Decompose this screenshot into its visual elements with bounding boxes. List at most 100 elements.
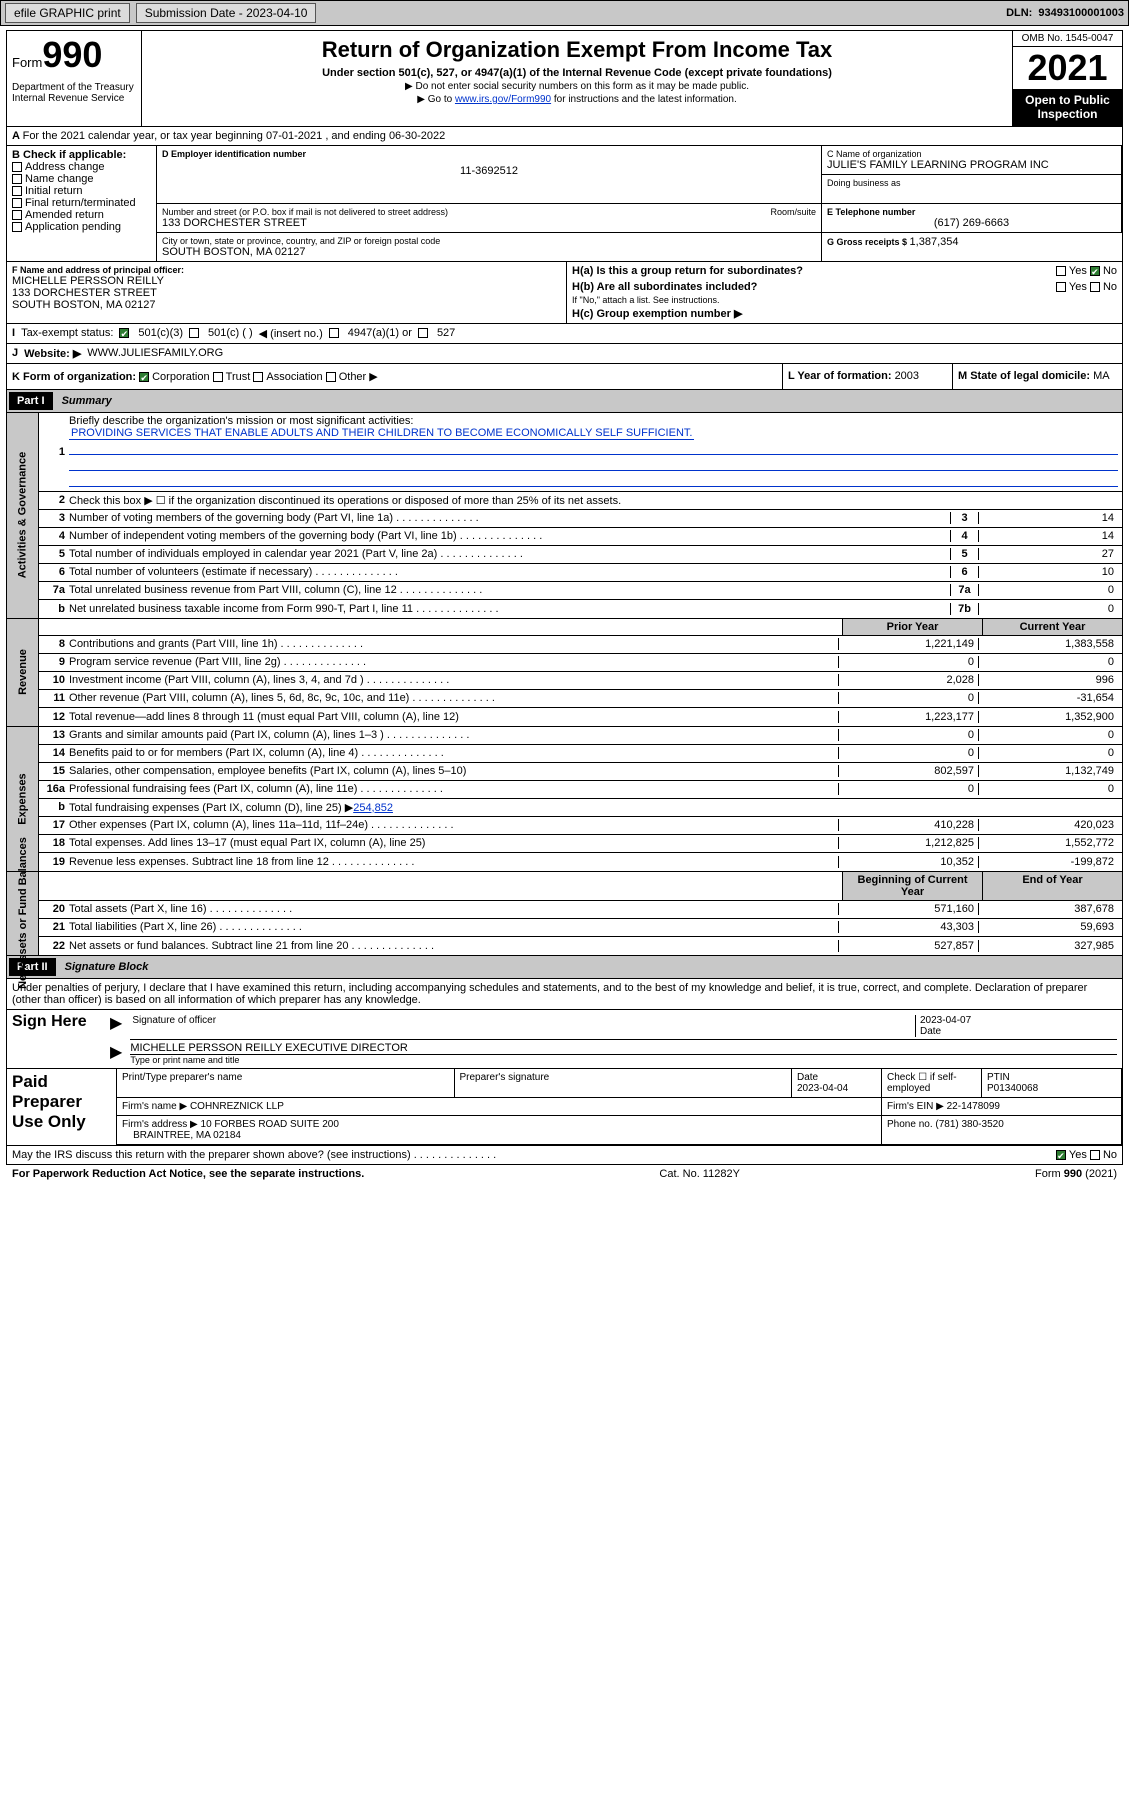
expenses-side-label: Expenses xyxy=(17,773,29,824)
end-year-header: End of Year xyxy=(982,872,1122,900)
paid-preparer-grid: Paid Preparer Use Only Print/Type prepar… xyxy=(6,1069,1123,1146)
firm-addr-1: 10 FORBES ROAD SUITE 200 xyxy=(201,1119,339,1130)
check-initial-return[interactable]: Initial return xyxy=(12,185,151,197)
footer-mid: Cat. No. 11282Y xyxy=(659,1168,740,1180)
revenue-side-label: Revenue xyxy=(17,649,29,695)
group-return-row: H(a) Is this a group return for subordin… xyxy=(572,265,1117,277)
irs-link[interactable]: www.irs.gov/Form990 xyxy=(455,94,551,105)
line-5-label: Total number of individuals employed in … xyxy=(69,548,950,560)
line-11-label: Other revenue (Part VIII, column (A), li… xyxy=(69,692,838,704)
street-address: 133 DORCHESTER STREET xyxy=(162,217,816,229)
group-exemption-row: H(c) Group exemption number ▶ xyxy=(572,307,1117,320)
check-other[interactable] xyxy=(326,372,336,382)
phone-value: (617) 269-6663 xyxy=(827,217,1116,229)
section-b-label: B Check if applicable: xyxy=(12,149,151,161)
org-name-label: C Name of organization xyxy=(827,149,1116,159)
check-4947[interactable] xyxy=(329,328,339,338)
line-22-label: Net assets or fund balances. Subtract li… xyxy=(69,940,838,952)
check-amended[interactable]: Amended return xyxy=(12,209,151,221)
netassets-side-label: Net Assets or Fund Balances xyxy=(17,837,29,989)
footer-right: Form 990 (2021) xyxy=(1035,1168,1117,1180)
check-527[interactable] xyxy=(418,328,428,338)
form-header: Form990 Department of the Treasury Inter… xyxy=(6,30,1123,127)
topbar: efile GRAPHIC print Submission Date - 20… xyxy=(0,0,1129,26)
firm-ein-label: Firm's EIN ▶ xyxy=(887,1101,947,1112)
line-21-beg: 43,303 xyxy=(838,921,978,933)
line-20-label: Total assets (Part X, line 16) xyxy=(69,903,838,915)
phone-no-label: Phone no. xyxy=(887,1119,935,1130)
check-501c[interactable] xyxy=(189,328,199,338)
dln-value: 93493100001003 xyxy=(1038,7,1124,19)
footer-left: For Paperwork Reduction Act Notice, see … xyxy=(12,1168,364,1180)
submission-date-label: Submission Date - xyxy=(145,6,246,20)
check-corporation[interactable]: ✔ xyxy=(139,372,149,382)
website-value: WWW.JULIESFAMILY.ORG xyxy=(87,347,223,359)
current-year-header: Current Year xyxy=(982,619,1122,635)
line-4-label: Number of independent voting members of … xyxy=(69,530,950,542)
check-association[interactable] xyxy=(253,372,263,382)
efile-print-button[interactable]: efile GRAPHIC print xyxy=(5,3,130,23)
line-11-prior: 0 xyxy=(838,692,978,704)
line-3-label: Number of voting members of the governin… xyxy=(69,512,950,524)
line-10-prior: 2,028 xyxy=(838,674,978,686)
check-self-employed[interactable]: Check ☐ if self-employed xyxy=(882,1069,982,1098)
officer-addr: 133 DORCHESTER STREET xyxy=(12,287,561,299)
form-990-label: Form990 xyxy=(12,34,136,76)
line-18-label: Total expenses. Add lines 13–17 (must eq… xyxy=(69,837,838,849)
check-discuss-yes[interactable]: ✔ xyxy=(1056,1150,1066,1160)
check-app-pending[interactable]: Application pending xyxy=(12,221,151,233)
tax-year-begin: 07-01-2021 xyxy=(266,130,322,142)
paid-preparer-label: Paid Preparer Use Only xyxy=(7,1069,117,1145)
line-15-prior: 802,597 xyxy=(838,765,978,777)
line-8-curr: 1,383,558 xyxy=(978,638,1118,650)
check-discuss-no[interactable] xyxy=(1090,1150,1100,1160)
line-5-value: 27 xyxy=(978,548,1118,560)
officer-name-title: MICHELLE PERSSON REILLY EXECUTIVE DIRECT… xyxy=(130,1042,1117,1054)
check-501c3[interactable]: ✔ xyxy=(119,328,129,338)
website-row: J Website: ▶ WWW.JULIESFAMILY.ORG xyxy=(6,344,1123,364)
line-12-prior: 1,223,177 xyxy=(838,711,978,723)
discuss-row: May the IRS discuss this return with the… xyxy=(6,1146,1123,1165)
officer-label: F Name and address of principal officer: xyxy=(12,265,561,275)
form-note-ssn: ▶ Do not enter social security numbers o… xyxy=(152,81,1002,92)
line-13-curr: 0 xyxy=(978,729,1118,741)
preparer-signature-label: Preparer's signature xyxy=(455,1069,793,1098)
form-of-org-row: K Form of organization: ✔Corporation Tru… xyxy=(7,364,782,389)
line-7a-value: 0 xyxy=(978,584,1118,596)
check-trust[interactable] xyxy=(213,372,223,382)
officer-name-label: Type or print name and title xyxy=(130,1054,1117,1065)
line-16a-label: Professional fundraising fees (Part IX, … xyxy=(69,783,838,795)
addr-label: Number and street (or P.O. box if mail i… xyxy=(162,207,448,217)
line-1-label: Briefly describe the organization's miss… xyxy=(69,415,413,427)
expenses-section: Expenses 13Grants and similar amounts pa… xyxy=(6,727,1123,872)
signature-block: Under penalties of perjury, I declare th… xyxy=(6,979,1123,1069)
check-address-change[interactable]: Address change xyxy=(12,161,151,173)
line-a-label: A xyxy=(12,130,23,142)
line-18-curr: 1,552,772 xyxy=(978,837,1118,849)
line-20-beg: 571,160 xyxy=(838,903,978,915)
tax-year: 2021 xyxy=(1013,47,1122,89)
line-14-prior: 0 xyxy=(838,747,978,759)
line-22-beg: 527,857 xyxy=(838,940,978,952)
gross-receipts-value: 1,387,354 xyxy=(910,236,959,248)
phone-no: (781) 380-3520 xyxy=(935,1119,1003,1130)
check-name-change[interactable]: Name change xyxy=(12,173,151,185)
subordinates-note: If "No," attach a list. See instructions… xyxy=(572,295,1117,305)
submission-date-value: 2023-04-10 xyxy=(246,6,307,20)
firm-ein: 22-1478099 xyxy=(947,1101,1000,1112)
subordinates-row: H(b) Are all subordinates included? Yes … xyxy=(572,281,1117,293)
sig-date-value: 2023-04-07 xyxy=(920,1015,971,1026)
activities-governance-section: Activities & Governance 1 Briefly descri… xyxy=(6,413,1123,619)
line-7a-label: Total unrelated business revenue from Pa… xyxy=(69,584,950,596)
department-label: Department of the Treasury Internal Reve… xyxy=(12,82,136,104)
line-17-prior: 410,228 xyxy=(838,819,978,831)
open-to-public-badge: Open to Public Inspection xyxy=(1013,89,1122,126)
line-8-label: Contributions and grants (Part VIII, lin… xyxy=(69,638,838,650)
submission-date-button[interactable]: Submission Date - 2023-04-10 xyxy=(136,3,317,23)
check-final-return[interactable]: Final return/terminated xyxy=(12,197,151,209)
line-2-text: Check this box ▶ ☐ if the organization d… xyxy=(69,494,1118,507)
line-15-curr: 1,132,749 xyxy=(978,765,1118,777)
tax-exempt-status-row: I Tax-exempt status: ✔501(c)(3) 501(c) (… xyxy=(6,324,1123,344)
firm-name-label: Firm's name ▶ xyxy=(122,1101,190,1112)
line-13-prior: 0 xyxy=(838,729,978,741)
